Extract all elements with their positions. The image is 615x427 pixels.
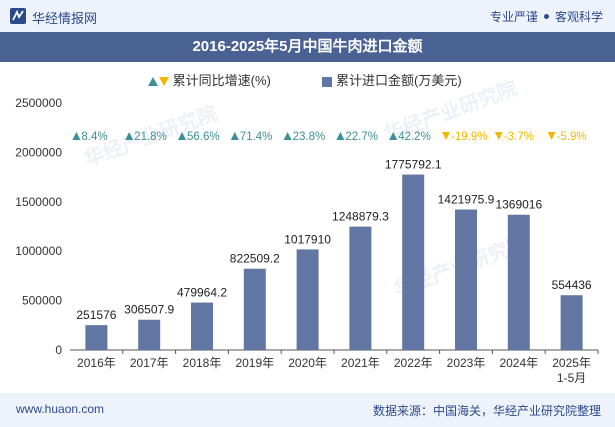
growth-down-marker <box>442 132 450 140</box>
footer-source: 数据来源：中国海关，华经产业研究院整理 <box>372 404 601 418</box>
growth-down-marker <box>547 132 556 140</box>
bar-value-label: 479964.2 <box>177 286 227 300</box>
tagline-2: 客观科学 <box>554 10 603 24</box>
chart-title: 2016-2025年5月中国牛肉进口金额 <box>0 32 615 62</box>
bar-swatch-icon <box>322 76 332 87</box>
bar-value-label: 1775792.1 <box>385 158 442 172</box>
growth-label: 42.2% <box>398 131 431 143</box>
x-tick-label: 2020年 <box>288 356 327 370</box>
bar-value-label: 306507.9 <box>124 303 174 317</box>
x-tick-label: 2022年 <box>394 356 433 370</box>
x-tick-label: 2023年 <box>447 356 486 370</box>
x-tick-label: 2018年 <box>183 356 222 370</box>
huajing-logo-icon <box>10 8 26 24</box>
x-tick-label: 2019年 <box>235 356 274 370</box>
bar <box>85 325 108 350</box>
up-triangle-icon <box>148 77 158 87</box>
footer: www.huaon.com 数据来源：中国海关，华经产业研究院整理 <box>0 393 615 427</box>
bar-value-label: 822509.2 <box>230 252 280 266</box>
growth-up-marker <box>125 132 134 140</box>
tagline-separator <box>543 14 549 20</box>
growth-label: -5.9% <box>557 131 587 143</box>
bar <box>455 209 477 350</box>
x-tick-label: 2021年 <box>341 356 380 370</box>
bar <box>507 214 530 350</box>
growth-label: -19.9% <box>451 131 487 143</box>
legend: 累计同比增速(%) 累计进口金额(万美元) <box>0 70 615 90</box>
bar <box>243 268 266 350</box>
legend-amount-label: 累计进口金额(万美元) <box>336 73 462 88</box>
growth-label: 22.7% <box>345 131 378 143</box>
growth-label: 71.4% <box>240 131 273 143</box>
footer-site: www.huaon.com <box>16 402 105 416</box>
x-tick-label: 2016年 <box>77 356 116 370</box>
bar-value-label: 1248879.3 <box>332 210 389 224</box>
legend-growth: 累计同比增速(%) <box>148 70 271 89</box>
bar-chart: 0 500000 1000000 1500000 2000000 2500000 25157… <box>15 96 599 385</box>
bar <box>402 174 425 350</box>
bar <box>560 295 583 350</box>
growth-label: 23.8% <box>293 131 326 143</box>
x-tick-label: 2025年 <box>552 356 591 370</box>
bar-value-label: 1017910 <box>284 232 331 246</box>
growth-down-marker <box>494 132 503 140</box>
x-tick-label: 1-5月 <box>557 371 586 385</box>
bar <box>349 226 372 350</box>
x-tick-label: 2024年 <box>499 356 538 370</box>
growth-label: -3.7% <box>504 131 534 143</box>
tagline: 专业严谨 客观科学 <box>490 8 603 25</box>
tagline-1: 专业严谨 <box>489 10 538 24</box>
growth-label: 8.4% <box>81 131 107 143</box>
growth-up-marker <box>389 132 398 140</box>
y-tick-label: 1500000 <box>15 195 62 209</box>
y-tick-label: 500000 <box>22 294 62 308</box>
bar-value-label: 554436 <box>552 278 592 292</box>
y-tick-label: 2500000 <box>15 96 62 110</box>
bar-value-label: 251576 <box>76 308 116 322</box>
down-triangle-icon <box>159 77 169 87</box>
brand-name: 华经情报网 <box>32 11 98 26</box>
y-tick-label: 2000000 <box>15 145 62 159</box>
growth-up-marker <box>230 132 239 140</box>
bar <box>191 302 213 350</box>
bar-value-label: 1421975.9 <box>438 193 495 207</box>
x-tick-label: 2017年 <box>130 356 169 370</box>
growth-label: 56.6% <box>187 131 220 143</box>
growth-up-marker <box>72 132 81 140</box>
y-tick-label: 1000000 <box>15 244 62 258</box>
growth-up-marker <box>283 132 292 140</box>
legend-growth-label: 累计同比增速(%) <box>172 73 271 88</box>
top-band: 华经情报网 专业严谨 客观科学 <box>0 0 615 32</box>
growth-up-marker <box>336 132 345 140</box>
bar-value-label: 1369016 <box>495 198 542 212</box>
legend-amount: 累计进口金额(万美元) <box>322 70 462 89</box>
growth-label: 21.8% <box>134 131 167 143</box>
bar <box>296 249 319 350</box>
y-tick-label: 0 <box>55 343 62 357</box>
growth-up-marker <box>178 132 186 140</box>
bar <box>138 319 161 350</box>
